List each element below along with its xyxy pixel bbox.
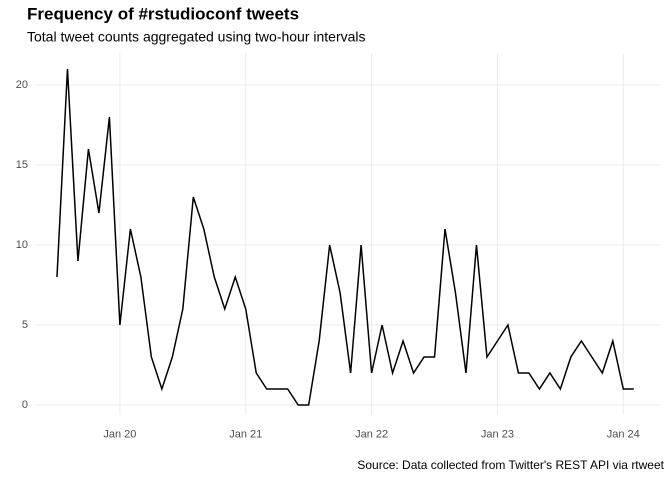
chart-subtitle: Total tweet counts aggregated using two-… [27, 29, 366, 45]
chart-title: Frequency of #rstudioconf tweets [27, 4, 299, 23]
x-tick-label: Jan 20 [103, 429, 136, 441]
x-tick-label: Jan 23 [481, 429, 514, 441]
line [56, 68, 634, 406]
chart-caption: Source: Data collected from Twitter's RE… [357, 458, 664, 472]
y-tick-label: 5 [22, 319, 28, 331]
x-tick-label: Jan 21 [229, 429, 262, 441]
y-tick-label: 20 [16, 79, 28, 91]
x-tick-label: Jan 24 [607, 429, 640, 441]
y-tick-label: 15 [16, 159, 28, 171]
y-tick-label: 0 [22, 399, 28, 411]
y-tick-label: 10 [16, 239, 28, 251]
x-tick-label: Jan 22 [355, 429, 388, 441]
